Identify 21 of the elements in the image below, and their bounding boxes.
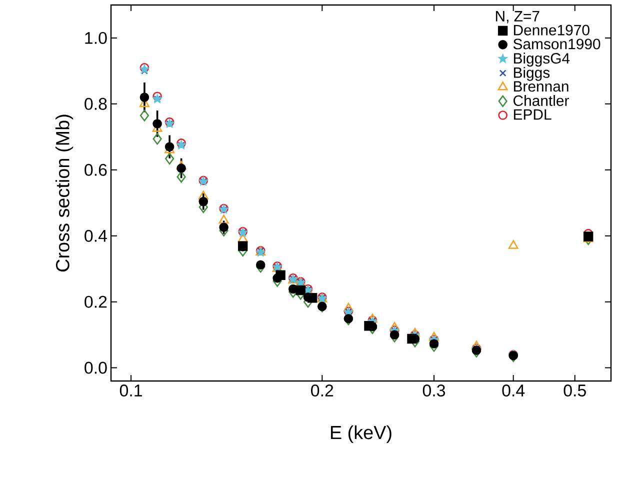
y-tick-label: 0.0 xyxy=(84,362,107,374)
x-tick-label: 0.1 xyxy=(120,384,142,397)
legend-title: N, Z=7 xyxy=(496,11,540,24)
x-tick-label: 0.4 xyxy=(502,384,525,397)
legend-label: Denne1970 xyxy=(514,24,590,36)
x-tick-label: 0.2 xyxy=(311,384,334,397)
x-axis-title: E (keV) xyxy=(330,425,392,443)
legend-label: EPDL xyxy=(514,109,552,120)
y-tick-label: 0.4 xyxy=(84,230,107,242)
legend-label: BiggsG4 xyxy=(514,52,570,67)
y-tick-label: 0.8 xyxy=(84,98,107,110)
legend-label: Samson1990 xyxy=(513,38,600,50)
y-tick-label: 0.6 xyxy=(84,164,107,176)
y-tick-label: 1.0 xyxy=(85,32,107,44)
x-tick-label: 0.5 xyxy=(564,384,586,397)
legend-label: Biggs xyxy=(514,66,550,81)
y-tick-label: 0.2 xyxy=(84,296,107,308)
legend-label: Chantler xyxy=(514,95,569,106)
y-axis-title: Cross section (Mb) xyxy=(55,114,74,272)
x-tick-label: 0.3 xyxy=(422,384,446,397)
legend-label: Brennan xyxy=(514,81,568,92)
